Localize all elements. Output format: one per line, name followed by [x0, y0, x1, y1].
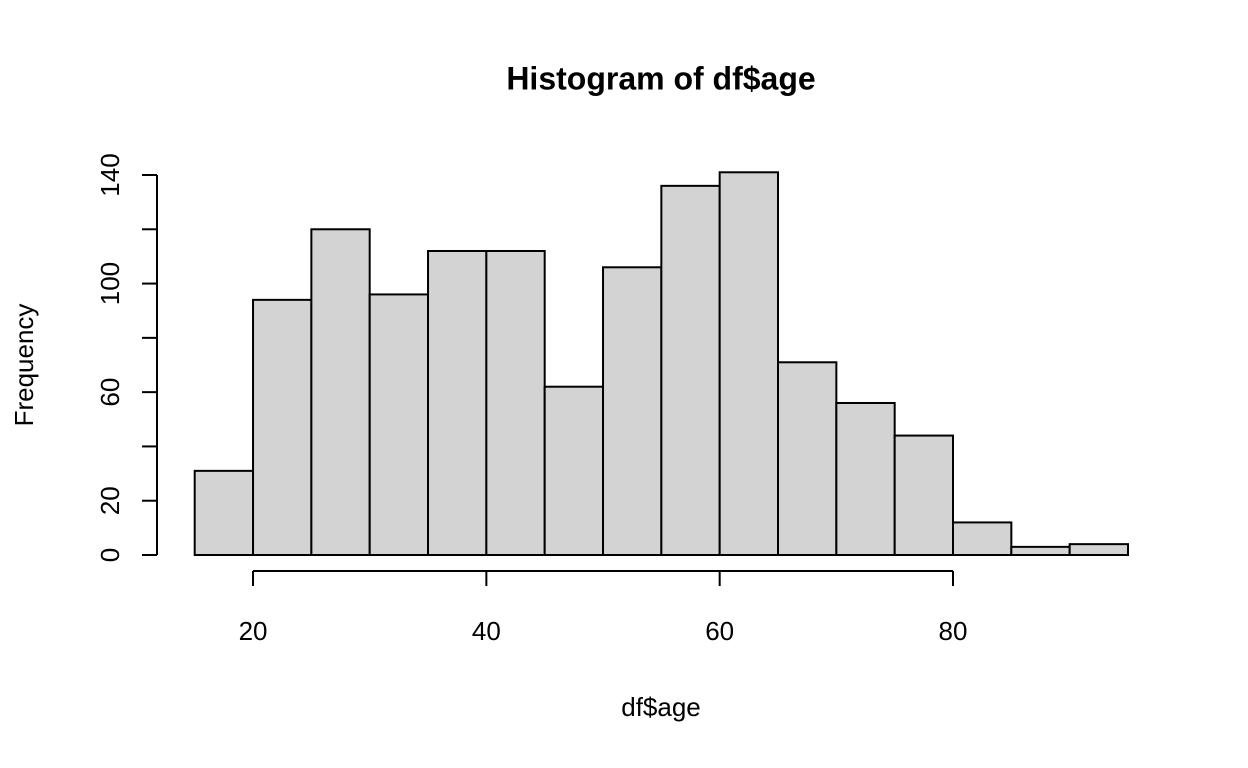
- bar: [193, 469, 255, 557]
- bar: [252, 298, 313, 556]
- y-tick-label: 20: [95, 486, 125, 515]
- bar: [368, 293, 430, 556]
- bar: [1010, 545, 1071, 556]
- bar: [893, 434, 955, 557]
- y-tick-label: 0: [95, 548, 125, 562]
- x-tick-label: 20: [239, 616, 268, 646]
- bar: [952, 521, 1013, 557]
- x-tick-label: 80: [939, 616, 968, 646]
- x-tick-label: 60: [705, 616, 734, 646]
- bar: [1068, 543, 1129, 557]
- bar: [427, 250, 488, 556]
- bar: [718, 171, 780, 557]
- bar: [543, 385, 605, 557]
- y-axis-label: Frequency: [9, 304, 39, 427]
- bar: [310, 228, 371, 557]
- x-tick-label: 40: [472, 616, 501, 646]
- bar: [835, 402, 896, 556]
- bar: [602, 266, 663, 556]
- x-axis-label: df$age: [621, 692, 701, 722]
- bar: [660, 184, 721, 556]
- y-tick-label: 60: [95, 378, 125, 407]
- y-tick-label: 100: [95, 262, 125, 305]
- y-tick-label: 140: [95, 153, 125, 196]
- bar: [777, 361, 838, 556]
- chart-title: Histogram of df$age: [506, 60, 815, 96]
- bar: [485, 250, 546, 556]
